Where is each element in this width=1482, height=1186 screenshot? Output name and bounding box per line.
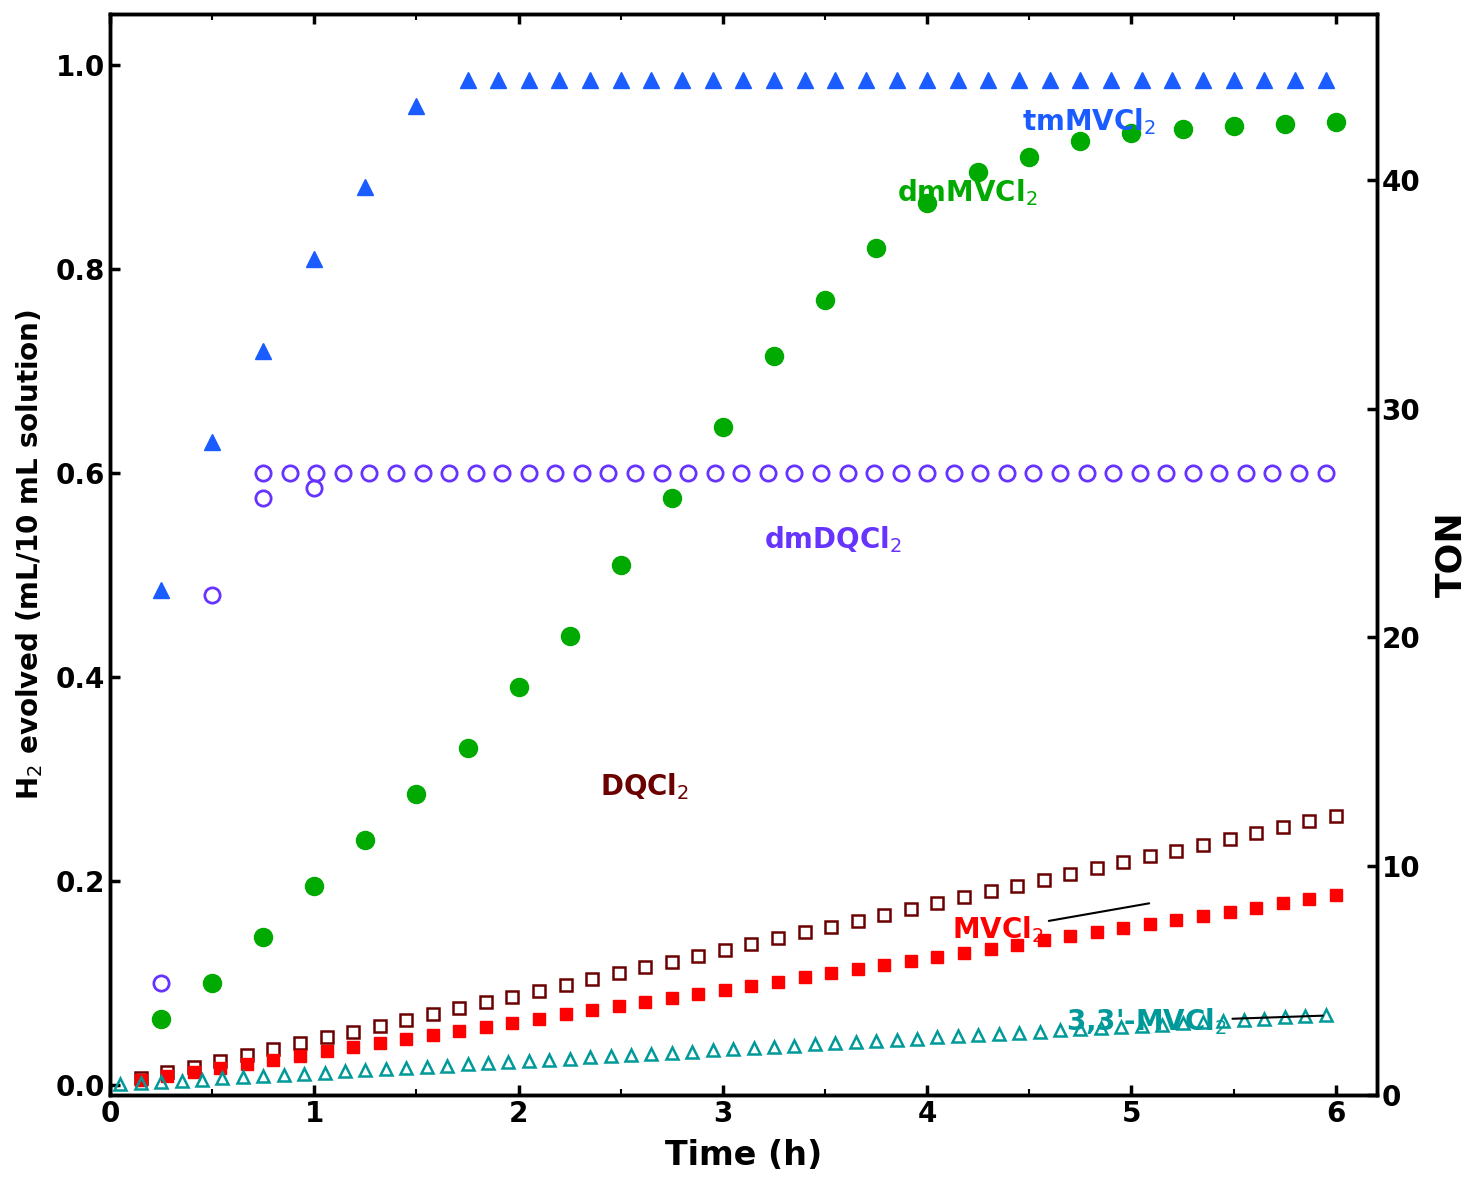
X-axis label: Time (h): Time (h) — [665, 1139, 823, 1172]
Text: 3,3'-MVCl$_2$: 3,3'-MVCl$_2$ — [1066, 1006, 1323, 1037]
Y-axis label: H$_2$ evolved (mL/10 mL solution): H$_2$ evolved (mL/10 mL solution) — [13, 310, 44, 801]
Text: dmDQCl$_2$: dmDQCl$_2$ — [763, 524, 901, 555]
Text: dmMVCl$_2$: dmMVCl$_2$ — [897, 177, 1037, 208]
Y-axis label: TON: TON — [1435, 511, 1469, 598]
Text: MVCl$_2$: MVCl$_2$ — [951, 904, 1149, 945]
Text: DQCl$_2$: DQCl$_2$ — [600, 772, 689, 803]
Text: tmMVCl$_2$: tmMVCl$_2$ — [1023, 107, 1156, 138]
